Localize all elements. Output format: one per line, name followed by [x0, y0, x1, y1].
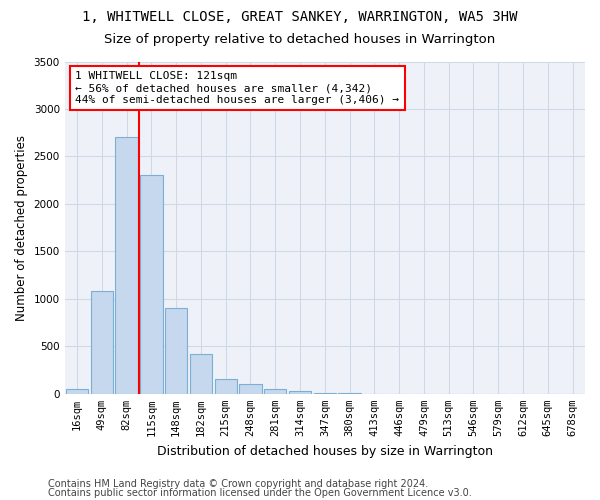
Bar	[91, 292, 113, 394]
Bar	[66, 389, 88, 394]
Text: 1 WHITWELL CLOSE: 121sqm
← 56% of detached houses are smaller (4,342)
44% of sem: 1 WHITWELL CLOSE: 121sqm ← 56% of detach…	[75, 72, 399, 104]
Bar	[115, 138, 138, 394]
Bar	[165, 308, 187, 394]
Text: Contains HM Land Registry data © Crown copyright and database right 2024.: Contains HM Land Registry data © Crown c…	[48, 479, 428, 489]
Bar	[190, 354, 212, 394]
Bar	[215, 378, 237, 394]
Text: 1, WHITWELL CLOSE, GREAT SANKEY, WARRINGTON, WA5 3HW: 1, WHITWELL CLOSE, GREAT SANKEY, WARRING…	[82, 10, 518, 24]
Text: Contains public sector information licensed under the Open Government Licence v3: Contains public sector information licen…	[48, 488, 472, 498]
Bar	[289, 391, 311, 394]
Text: Size of property relative to detached houses in Warrington: Size of property relative to detached ho…	[104, 32, 496, 46]
X-axis label: Distribution of detached houses by size in Warrington: Distribution of detached houses by size …	[157, 444, 493, 458]
Bar	[239, 384, 262, 394]
Y-axis label: Number of detached properties: Number of detached properties	[15, 134, 28, 320]
Bar	[264, 389, 286, 394]
Bar	[140, 176, 163, 394]
